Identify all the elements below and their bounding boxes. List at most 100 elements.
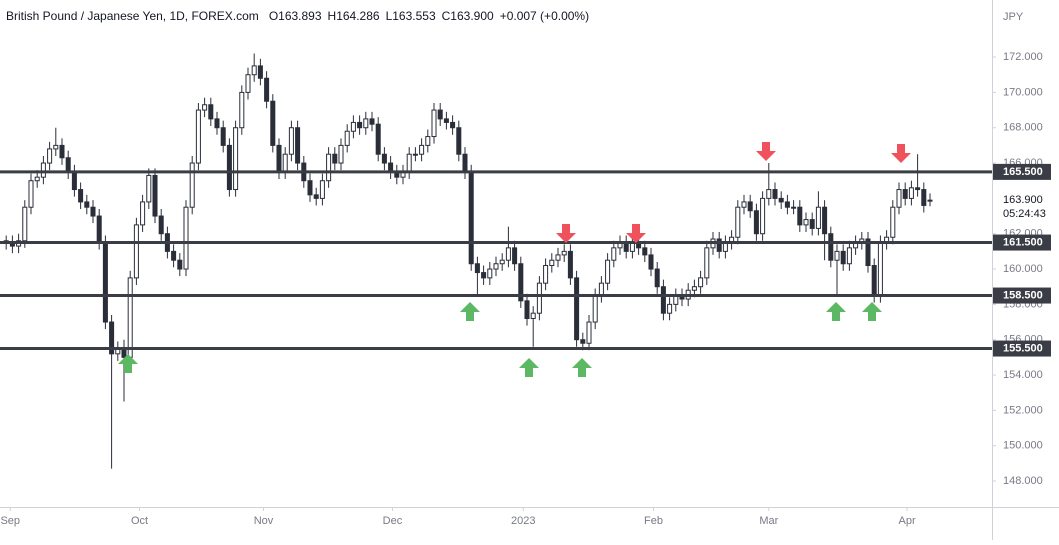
ohlc-value: O163.893 (269, 9, 322, 23)
candle-body (214, 118, 220, 129)
candle-body (90, 206, 96, 217)
candle-body (704, 247, 710, 279)
candle-body (791, 206, 797, 209)
ohlc-value: +0.007 (+0.00%) (500, 9, 589, 23)
candle-body (456, 127, 462, 155)
candle-body (648, 254, 654, 270)
candle-body (555, 254, 561, 261)
candle-body (220, 127, 226, 146)
x-tick-label: Nov (254, 515, 274, 527)
arrow-annotation (626, 224, 646, 243)
candle-body (493, 263, 499, 270)
candle-body (202, 104, 208, 111)
candle-body (257, 65, 263, 79)
candle-body (921, 189, 927, 206)
candle-body (654, 268, 660, 288)
candle-body (226, 144, 232, 191)
candle-body (158, 215, 164, 235)
x-tick-label: Feb (644, 515, 663, 527)
candle-body (251, 65, 257, 76)
candle-body (183, 206, 189, 270)
candle-body (357, 121, 363, 129)
last-price-bg (993, 192, 1051, 223)
candle-body (47, 148, 53, 164)
candle-body (574, 277, 580, 341)
candle-body (784, 201, 790, 208)
candle-body (667, 303, 673, 314)
candle-body (319, 180, 325, 199)
candle-body (375, 123, 381, 155)
candle-body (536, 282, 542, 314)
candle-body (735, 206, 741, 238)
candle-body (927, 199, 933, 202)
candle-body (481, 272, 487, 279)
candle-body (282, 153, 288, 173)
candle-body (295, 127, 301, 164)
candle-body (133, 224, 139, 279)
candle-body (152, 174, 158, 217)
candle-body (580, 339, 586, 344)
candle-body (716, 238, 722, 252)
candle-body (102, 242, 108, 323)
y-tick-label: 152.000 (1003, 404, 1043, 416)
arrow-annotation (862, 302, 882, 321)
candle-body (660, 286, 666, 314)
candle-body (487, 268, 493, 279)
candle-body (549, 259, 555, 267)
arrow-annotation (756, 142, 776, 161)
candle-body (822, 206, 828, 235)
y-tick-label: 150.000 (1003, 440, 1043, 452)
candle-body (208, 104, 214, 120)
candle-body (28, 180, 34, 208)
candle-body (741, 201, 747, 208)
candle-body (195, 109, 201, 164)
candle-body (171, 250, 177, 261)
level-label-bg (993, 163, 1051, 180)
candle-body (642, 247, 648, 256)
unit-label: JPY (1003, 11, 1024, 23)
candle-body (753, 210, 759, 235)
candle-body (245, 74, 251, 93)
last-price-label: 163.900 (1003, 194, 1043, 206)
arrow-annotation (572, 358, 592, 377)
candle-body (877, 242, 883, 297)
y-tick-label: 170.000 (1003, 86, 1043, 98)
candle-body (109, 321, 115, 355)
level-label: 158.500 (1003, 289, 1043, 301)
arrow-annotation (556, 224, 576, 243)
y-tick-label: 154.000 (1003, 369, 1043, 381)
chart-title: British Pound / Japanese Yen, 1D, FOREX.… (6, 9, 259, 23)
candle-body (691, 286, 697, 291)
candle-body (567, 250, 573, 279)
candle-body (412, 153, 418, 156)
candle-body (381, 153, 387, 164)
candle-body (71, 171, 77, 191)
candle-body (865, 238, 871, 267)
level-label: 161.500 (1003, 236, 1043, 248)
level-label-bg (993, 234, 1051, 251)
y-tick-label: 172.000 (1003, 51, 1043, 63)
candle-body (264, 77, 270, 102)
candle-body (419, 144, 425, 155)
x-tick-label: 2023 (511, 515, 535, 527)
candle-body (586, 321, 592, 344)
candle-body (890, 206, 896, 238)
arrow-annotation (891, 144, 911, 163)
candle-body (239, 91, 245, 129)
candle-body (840, 250, 846, 265)
candle-body (803, 219, 809, 226)
candle-body (698, 277, 704, 288)
level-label: 165.500 (1003, 166, 1043, 178)
candle-body (53, 144, 59, 150)
candle-body (406, 153, 412, 173)
level-label: 155.500 (1003, 342, 1043, 354)
countdown-label: 05:24:43 (1003, 208, 1046, 220)
x-tick-label: Sep (0, 515, 20, 527)
candle-body (40, 162, 46, 178)
candle-body (505, 247, 511, 261)
candle-body (543, 265, 549, 284)
candle-body (462, 153, 468, 173)
candle-body (605, 259, 611, 284)
